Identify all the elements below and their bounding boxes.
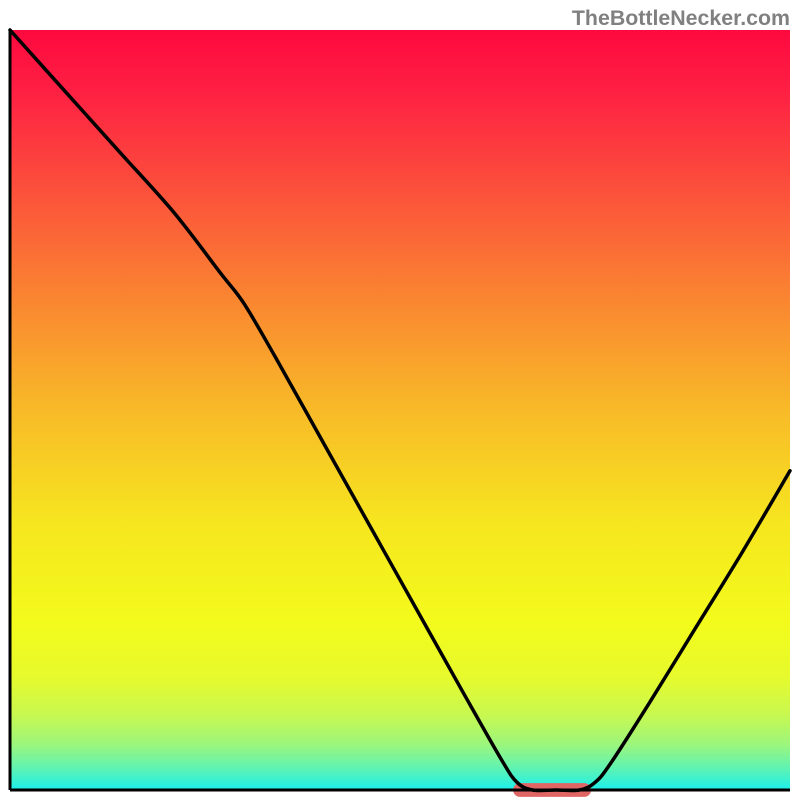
chart-svg (0, 0, 800, 800)
bottleneck-chart: TheBottleNecker.com (0, 0, 800, 800)
gradient-background (10, 30, 790, 790)
